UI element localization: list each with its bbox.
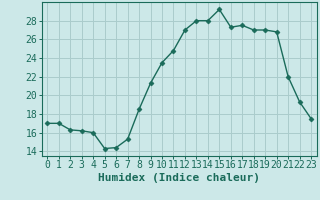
X-axis label: Humidex (Indice chaleur): Humidex (Indice chaleur): [98, 173, 260, 183]
